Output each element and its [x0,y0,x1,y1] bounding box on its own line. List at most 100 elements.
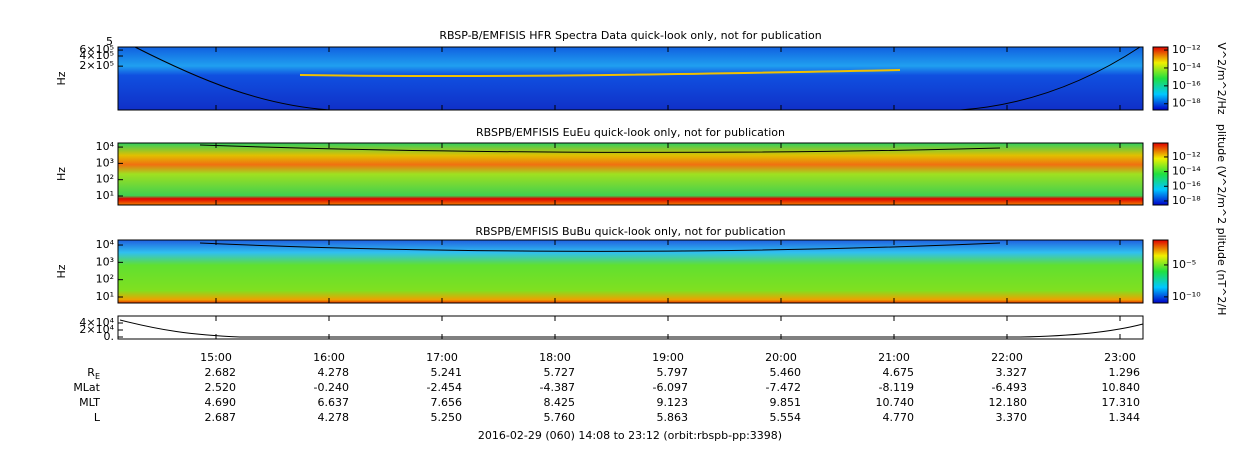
time-label: 15:00 [200,351,232,364]
row-value: 5.863 [657,411,689,424]
row-value: 10.740 [876,396,915,409]
time-label: 17:00 [426,351,458,364]
colorbar-tick-label: 10⁻¹⁴ [1172,165,1201,178]
row-value: 2.682 [205,366,237,379]
row-value: 4.675 [883,366,915,379]
colorbar-tick-label: 10⁻¹⁶ [1172,79,1201,92]
row-label: MLat [73,381,100,394]
y-axis-label: Hz [55,71,68,85]
row-value: 2.687 [205,411,237,424]
spectrogram [118,47,1143,110]
colorbar-tick-label: 10⁻¹⁶ [1172,179,1201,192]
row-value: 8.425 [544,396,576,409]
row-label-text: L [94,411,101,424]
row-value: 3.370 [996,411,1028,424]
y-tick-label: 10³ [96,255,114,268]
time-label: 23:00 [1104,351,1136,364]
row-value: -2.454 [427,381,462,394]
panel-title: RBSPB/EMFISIS EuEu quick-look only, not … [476,126,785,139]
row-value: 4.278 [318,411,350,424]
row-value: 1.344 [1109,411,1141,424]
row-value: -7.472 [766,381,801,394]
colorbar-tick-label: 10⁻¹⁴ [1172,61,1201,74]
row-value: -6.493 [992,381,1027,394]
row-value: 4.278 [318,366,350,379]
time-label: 19:00 [652,351,684,364]
row-value: 5.250 [431,411,463,424]
orbit-curve [119,319,1144,338]
plot-frame [117,46,1144,111]
emission-band [299,69,901,78]
row-label: RE [87,366,100,381]
y-tick-label: 5 [106,35,113,48]
time-label: 16:00 [313,351,345,364]
colorbar-tick-label: 10⁻¹² [1172,150,1201,163]
row-value: 6.637 [318,396,350,409]
y-tick-label: 10² [96,173,114,186]
y-tick-label: 10² [96,273,114,286]
row-label-subscript: E [95,372,100,381]
y-tick-label: 10³ [96,156,114,169]
row-value: 10.840 [1102,381,1141,394]
plot-frame [117,239,1144,304]
row-value: 5.241 [431,366,463,379]
time-label: 22:00 [991,351,1023,364]
y-tick-label: 2×10⁴ [79,323,114,336]
y-tick-label: 0. [104,330,115,343]
row-value: 5.460 [770,366,802,379]
spectrogram [118,240,1143,303]
spectrogram [118,143,1143,205]
colorbar-tick-label: 10⁻⁵ [1172,258,1196,271]
row-value: 5.554 [770,411,802,424]
colorbar [1152,239,1169,304]
row-label: L [94,411,101,424]
y-tick-label: 4×10⁴ [79,316,114,329]
row-value: 2.520 [205,381,237,394]
row-value: 4.770 [883,411,915,424]
row-value: 1.296 [1109,366,1141,379]
colorbar [1152,142,1169,206]
row-value: 9.851 [770,396,802,409]
cyclotron-curve [199,242,1001,252]
y-tick-label: 2×10⁵ [79,59,114,72]
y-axis-label: Hz [55,264,68,278]
colorbar-label: V^2/m^2/Hz [1215,42,1228,114]
panel-title: RBSPB/EMFISIS BuBu quick-look only, not … [475,225,785,238]
row-value: -4.387 [540,381,575,394]
y-axis-label: Hz [55,167,68,181]
colorbar-tick-label: 10⁻¹² [1172,43,1201,56]
row-value: 5.797 [657,366,689,379]
row-label-text: MLT [79,396,100,409]
row-label: MLT [79,396,100,409]
time-label: 18:00 [539,351,571,364]
time-label: 21:00 [878,351,910,364]
row-value: 3.327 [996,366,1028,379]
colorbar-tick-label: 10⁻¹⁰ [1172,290,1201,303]
colorbar-label: plitude (nT^2/H [1215,228,1228,316]
row-value: -0.240 [314,381,349,394]
time-label: 20:00 [765,351,797,364]
row-value: 4.690 [205,396,237,409]
row-value: 5.727 [544,366,576,379]
colorbar-label: plitude (V^2/m^2 [1215,124,1228,224]
colorbar-tick-label: 10⁻¹⁸ [1172,97,1201,110]
row-label-text: R [87,366,95,379]
row-value: 5.760 [544,411,576,424]
panel-title: RBSP-B/EMFISIS HFR Spectra Data quick-lo… [439,29,821,42]
footer: 2016-02-29 (060) 14:08 to 23:12 (orbit:r… [478,429,782,442]
y-tick-label: 10⁴ [96,238,115,251]
row-value: -6.097 [653,381,688,394]
y-tick-label: 10¹ [96,290,114,303]
row-label-text: MLat [73,381,100,394]
plot-frame [117,315,1144,340]
row-value: 7.656 [431,396,463,409]
row-value: 12.180 [989,396,1028,409]
y-tick-label: 10¹ [96,189,114,202]
cyclotron-curve [199,144,1001,153]
colorbar [1152,46,1169,111]
y-tick-label: 10⁴ [96,140,115,153]
row-value: 17.310 [1102,396,1141,409]
colorbar-tick-label: 10⁻¹⁸ [1172,194,1201,207]
plot-frame [117,142,1144,206]
